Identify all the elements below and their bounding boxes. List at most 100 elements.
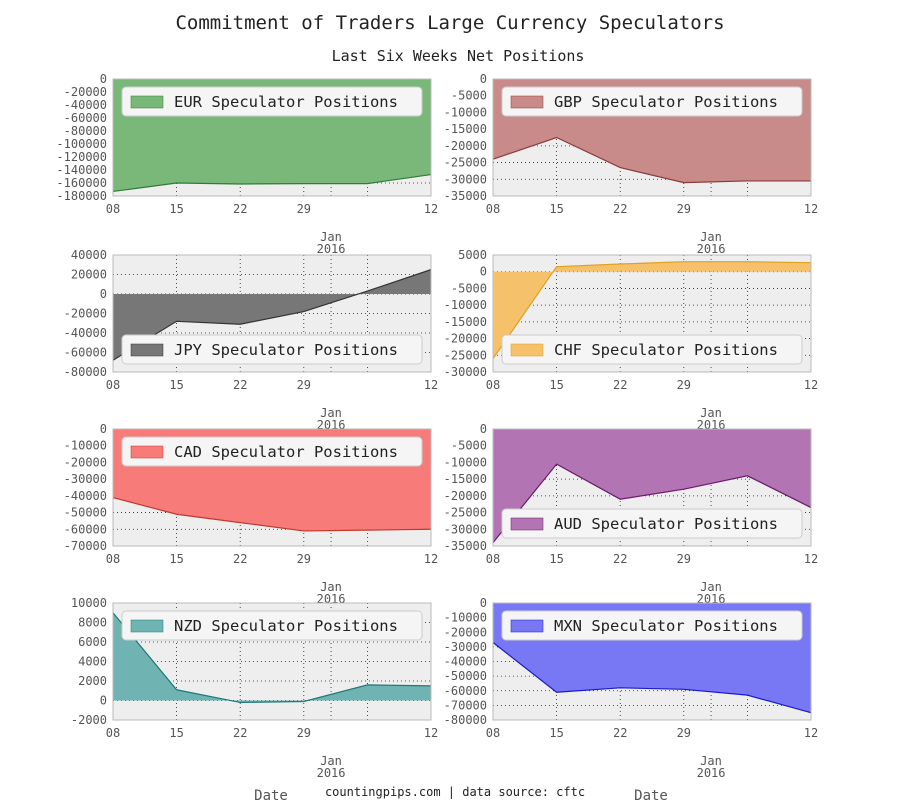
x-tick-label: 15 (169, 552, 183, 566)
y-tick-label: -25000 (444, 156, 487, 170)
legend-box (121, 610, 423, 641)
x-tick-label: 22 (233, 202, 247, 216)
y-tick-label: -80000 (64, 124, 107, 138)
x-axis-label-right: Date (634, 788, 668, 800)
plot-frame (492, 602, 812, 721)
panel-mxn: 0-10000-20000-30000-40000-50000-60000-70… (444, 596, 819, 780)
x-tick-label: 15 (549, 378, 563, 392)
y-tick-label: 0 (480, 422, 487, 436)
legend-box (121, 436, 423, 467)
chart-title: Commitment of Traders Large Currency Spe… (175, 12, 724, 34)
legend-swatch (510, 619, 544, 633)
legend-label: JPY Speculator Positions (174, 341, 398, 359)
y-tick-label: -30000 (444, 172, 487, 186)
legend-label: AUD Speculator Positions (554, 515, 778, 533)
y-tick-label: -50000 (64, 506, 107, 520)
x-tick-label: 12 (424, 726, 438, 740)
y-tick-label: -30000 (444, 640, 487, 654)
series-area (493, 429, 811, 543)
x-tick-label: 22 (613, 552, 627, 566)
x-major-label: Jan (700, 406, 722, 420)
y-tick-label: -10000 (64, 439, 107, 453)
x-tick-label: 08 (106, 202, 120, 216)
y-tick-label: -10000 (444, 455, 487, 469)
legend-label: GBP Speculator Positions (554, 93, 778, 111)
legend-box (501, 334, 803, 365)
series-line (492, 261, 812, 359)
x-major-year: 2016 (697, 766, 726, 780)
y-tick-label: -5000 (451, 281, 487, 295)
x-tick-label: 12 (424, 202, 438, 216)
y-tick-label: 6000 (78, 635, 107, 649)
y-tick-label: -80000 (64, 365, 107, 379)
x-tick-label: 12 (804, 726, 818, 740)
y-tick-label: -60000 (444, 684, 487, 698)
x-axis-label-left: Date (254, 788, 288, 800)
x-tick-label: 15 (549, 202, 563, 216)
y-tick-label: -60000 (64, 522, 107, 536)
x-tick-label: 08 (486, 726, 500, 740)
panel-chf: 5000 0 -5000 -10000 -15000 -20000 -25000 -30000… (444, 248, 819, 432)
x-major-label: Jan (700, 754, 722, 768)
y-tick-label: -60000 (64, 111, 107, 125)
x-tick-label: 15 (169, 378, 183, 392)
y-tick-label: -160000 (56, 176, 107, 190)
panel-eur: 0-20000-40000-60000-80000-100000-120000-… (56, 72, 438, 256)
series-area (493, 261, 811, 359)
x-major-label: Jan (320, 406, 342, 420)
plot-frame (492, 78, 812, 197)
x-major-label: Jan (320, 754, 342, 768)
series-line (112, 269, 432, 361)
x-tick-label: 12 (804, 378, 818, 392)
y-tick-label: -15000 (444, 122, 487, 136)
legend-label: CAD Speculator Positions (174, 443, 398, 461)
y-tick-label: -40000 (64, 98, 107, 112)
footer-source: countingpips.com | data source: cftc (325, 785, 585, 799)
x-tick-label: 15 (169, 726, 183, 740)
y-tick-label: 8000 (78, 616, 107, 630)
x-tick-label: 29 (297, 726, 311, 740)
x-major-year: 2016 (697, 242, 726, 256)
x-tick-label: 08 (486, 552, 500, 566)
y-tick-label: 2000 (78, 674, 107, 688)
x-major-year: 2016 (317, 766, 346, 780)
y-tick-label: -50000 (444, 669, 487, 683)
legend-swatch (510, 95, 544, 109)
y-tick-label: -10000 (444, 105, 487, 119)
y-tick-label: -40000 (444, 655, 487, 669)
legend-box (121, 86, 423, 117)
y-tick-label: -20000 (64, 85, 107, 99)
x-major-label: Jan (700, 230, 722, 244)
plot-frame (492, 428, 812, 547)
series-line (112, 612, 432, 704)
panel-aud: 0 -5000 -10000 -15000 -20000 -25000 -30000 -350… (444, 422, 819, 606)
y-tick-label: -2000 (71, 713, 107, 727)
y-tick-label: 0 (100, 287, 107, 301)
legend-label: CHF Speculator Positions (554, 341, 778, 359)
y-tick-label: -80000 (444, 713, 487, 727)
y-tick-label: -30000 (444, 365, 487, 379)
y-tick-label: -100000 (56, 137, 107, 151)
y-tick-label: -30000 (64, 472, 107, 486)
x-tick-label: 22 (613, 378, 627, 392)
y-tick-label: 5000 (458, 248, 487, 262)
x-tick-label: 15 (549, 552, 563, 566)
x-tick-label: 29 (677, 202, 691, 216)
x-tick-label: 08 (486, 202, 500, 216)
series-line (492, 136, 811, 184)
series-line (492, 642, 812, 714)
x-tick-label: 12 (804, 552, 818, 566)
legend-label: EUR Speculator Positions (174, 93, 398, 111)
legend-label: MXN Speculator Positions (554, 617, 778, 635)
series-line (112, 496, 432, 532)
legend-box (501, 86, 803, 117)
y-tick-label: -15000 (444, 315, 487, 329)
y-tick-label: -140000 (56, 163, 107, 177)
x-tick-label: 22 (613, 726, 627, 740)
panel-cad: 0 -10000 -20000 -30000 -40000 -50000 -60000 -70… (64, 422, 439, 606)
x-tick-label: 08 (486, 378, 500, 392)
x-tick-label: 08 (106, 726, 120, 740)
y-tick-label: -70000 (64, 539, 107, 553)
